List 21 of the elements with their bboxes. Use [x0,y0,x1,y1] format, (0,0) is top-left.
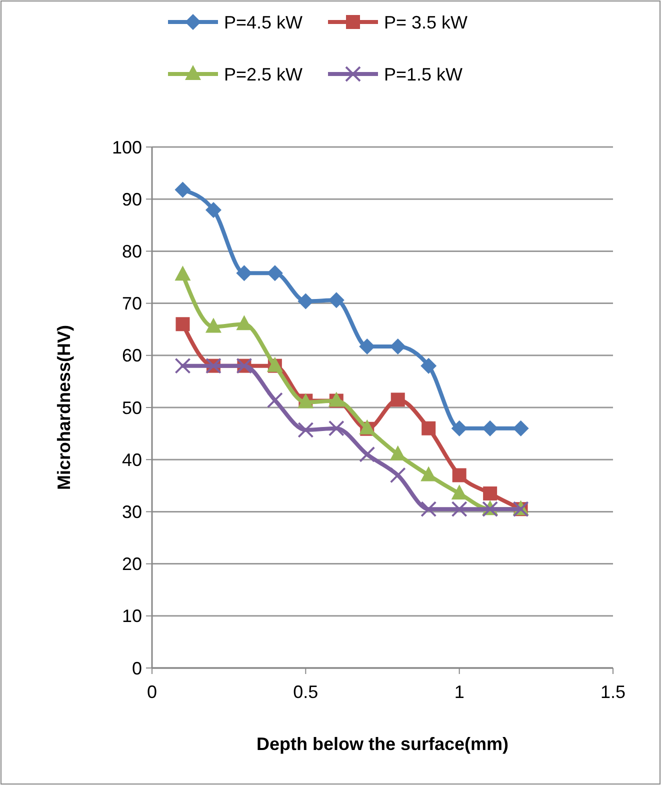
y-tick-label: 60 [122,346,142,366]
y-tick-label: 100 [112,137,142,158]
legend-label: P=4.5 kW [224,12,303,32]
y-tick-label: 10 [122,606,142,626]
y-tick-label: 0 [132,658,142,678]
x-tick-label: 1.5 [600,682,626,702]
y-tick-label: 90 [122,189,142,210]
x-tick-label: 0.5 [293,682,318,702]
y-axis-title: Microhardness(HV) [54,324,74,490]
x-tick-label: 1 [454,682,464,702]
x-axis-title: Depth below the surface(mm) [256,734,509,754]
legend-label: P= 3.5 kW [384,12,468,32]
legend-label: P=2.5 kW [224,64,303,84]
y-tick-label: 70 [122,294,142,314]
x-tick-label: 0 [146,682,158,702]
y-tick-label: 40 [122,450,142,470]
legend-label: P=1.5 kW [384,64,463,84]
y-tick-label: 50 [122,398,142,418]
y-tick-label: 30 [122,502,142,522]
y-tick-label: 20 [122,554,142,574]
y-tick-label: 80 [122,242,142,262]
